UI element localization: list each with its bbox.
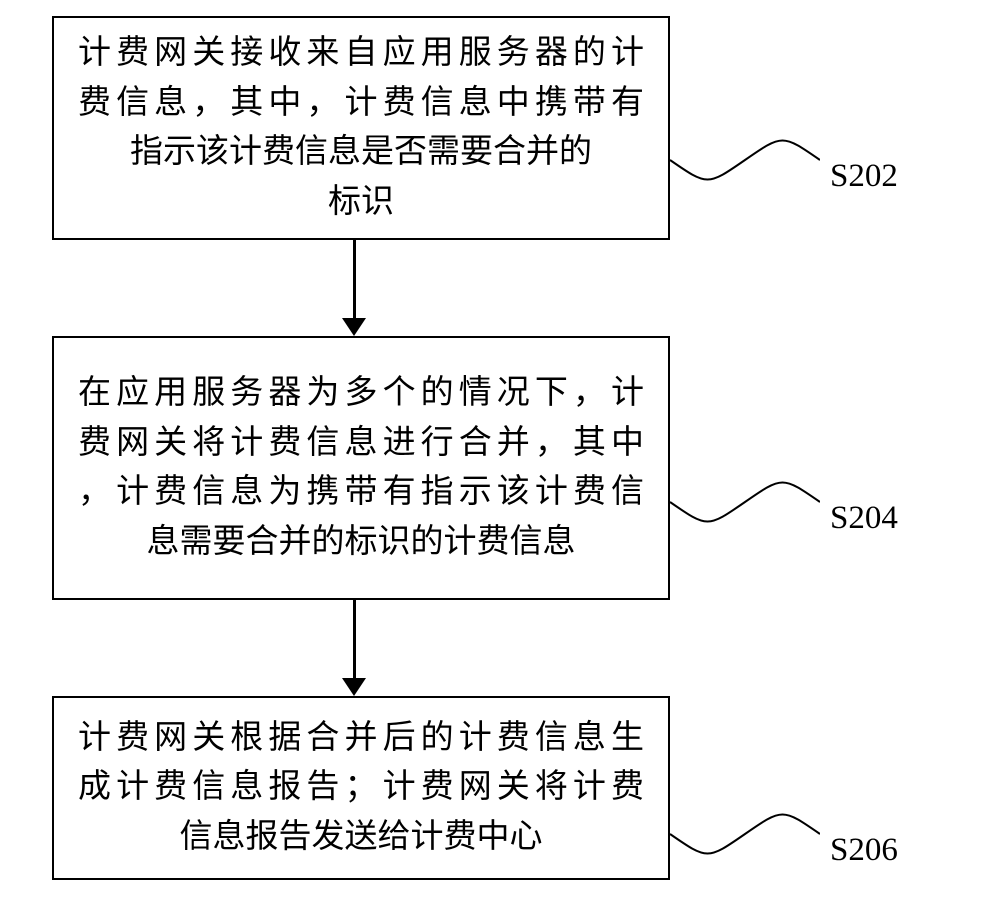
arrow-2-stem [353, 600, 356, 678]
b2-line-0: 在应用服务器为多个的情况下，计 [78, 369, 644, 419]
connector-curve-3 [670, 804, 820, 864]
b1-line-3: 标识 [78, 178, 644, 228]
arrow-1-head [342, 318, 366, 336]
arrow-2-head [342, 678, 366, 696]
flow-box-1: 计费网关接收来自应用服务器的计 费信息，其中，计费信息中携带有 指示该计费信息是… [52, 16, 670, 240]
b2-line-1: 费网关将计费信息进行合并，其中 [78, 419, 644, 469]
b1-line-2: 指示该计费信息是否需要合并的 [78, 128, 644, 178]
b3-line-0: 计费网关根据合并后的计费信息生 [78, 714, 644, 764]
b3-line-1: 成计费信息报告；计费网关将计费 [78, 763, 644, 813]
connector-curve-1 [670, 130, 820, 190]
b2-line-3: 息需要合并的标识的计费信息 [78, 518, 644, 568]
flow-box-2-text: 在应用服务器为多个的情况下，计 费网关将计费信息进行合并，其中 ，计费信息为携带… [78, 369, 644, 567]
b2-line-2: ，计费信息为携带有指示该计费信 [78, 468, 644, 518]
step-label-s204: S204 [830, 500, 898, 537]
connector-curve-2 [670, 472, 820, 532]
flow-box-1-text: 计费网关接收来自应用服务器的计 费信息，其中，计费信息中携带有 指示该计费信息是… [78, 29, 644, 227]
flow-box-3: 计费网关根据合并后的计费信息生 成计费信息报告；计费网关将计费 信息报告发送给计… [52, 696, 670, 880]
flow-box-2: 在应用服务器为多个的情况下，计 费网关将计费信息进行合并，其中 ，计费信息为携带… [52, 336, 670, 600]
step-label-s206: S206 [830, 832, 898, 869]
flow-box-3-text: 计费网关根据合并后的计费信息生 成计费信息报告；计费网关将计费 信息报告发送给计… [78, 714, 644, 863]
arrow-1-stem [353, 240, 356, 318]
b1-line-0: 计费网关接收来自应用服务器的计 [78, 29, 644, 79]
b1-line-1: 费信息，其中，计费信息中携带有 [78, 79, 644, 129]
step-label-s202: S202 [830, 158, 898, 195]
b3-line-2: 信息报告发送给计费中心 [78, 813, 644, 863]
